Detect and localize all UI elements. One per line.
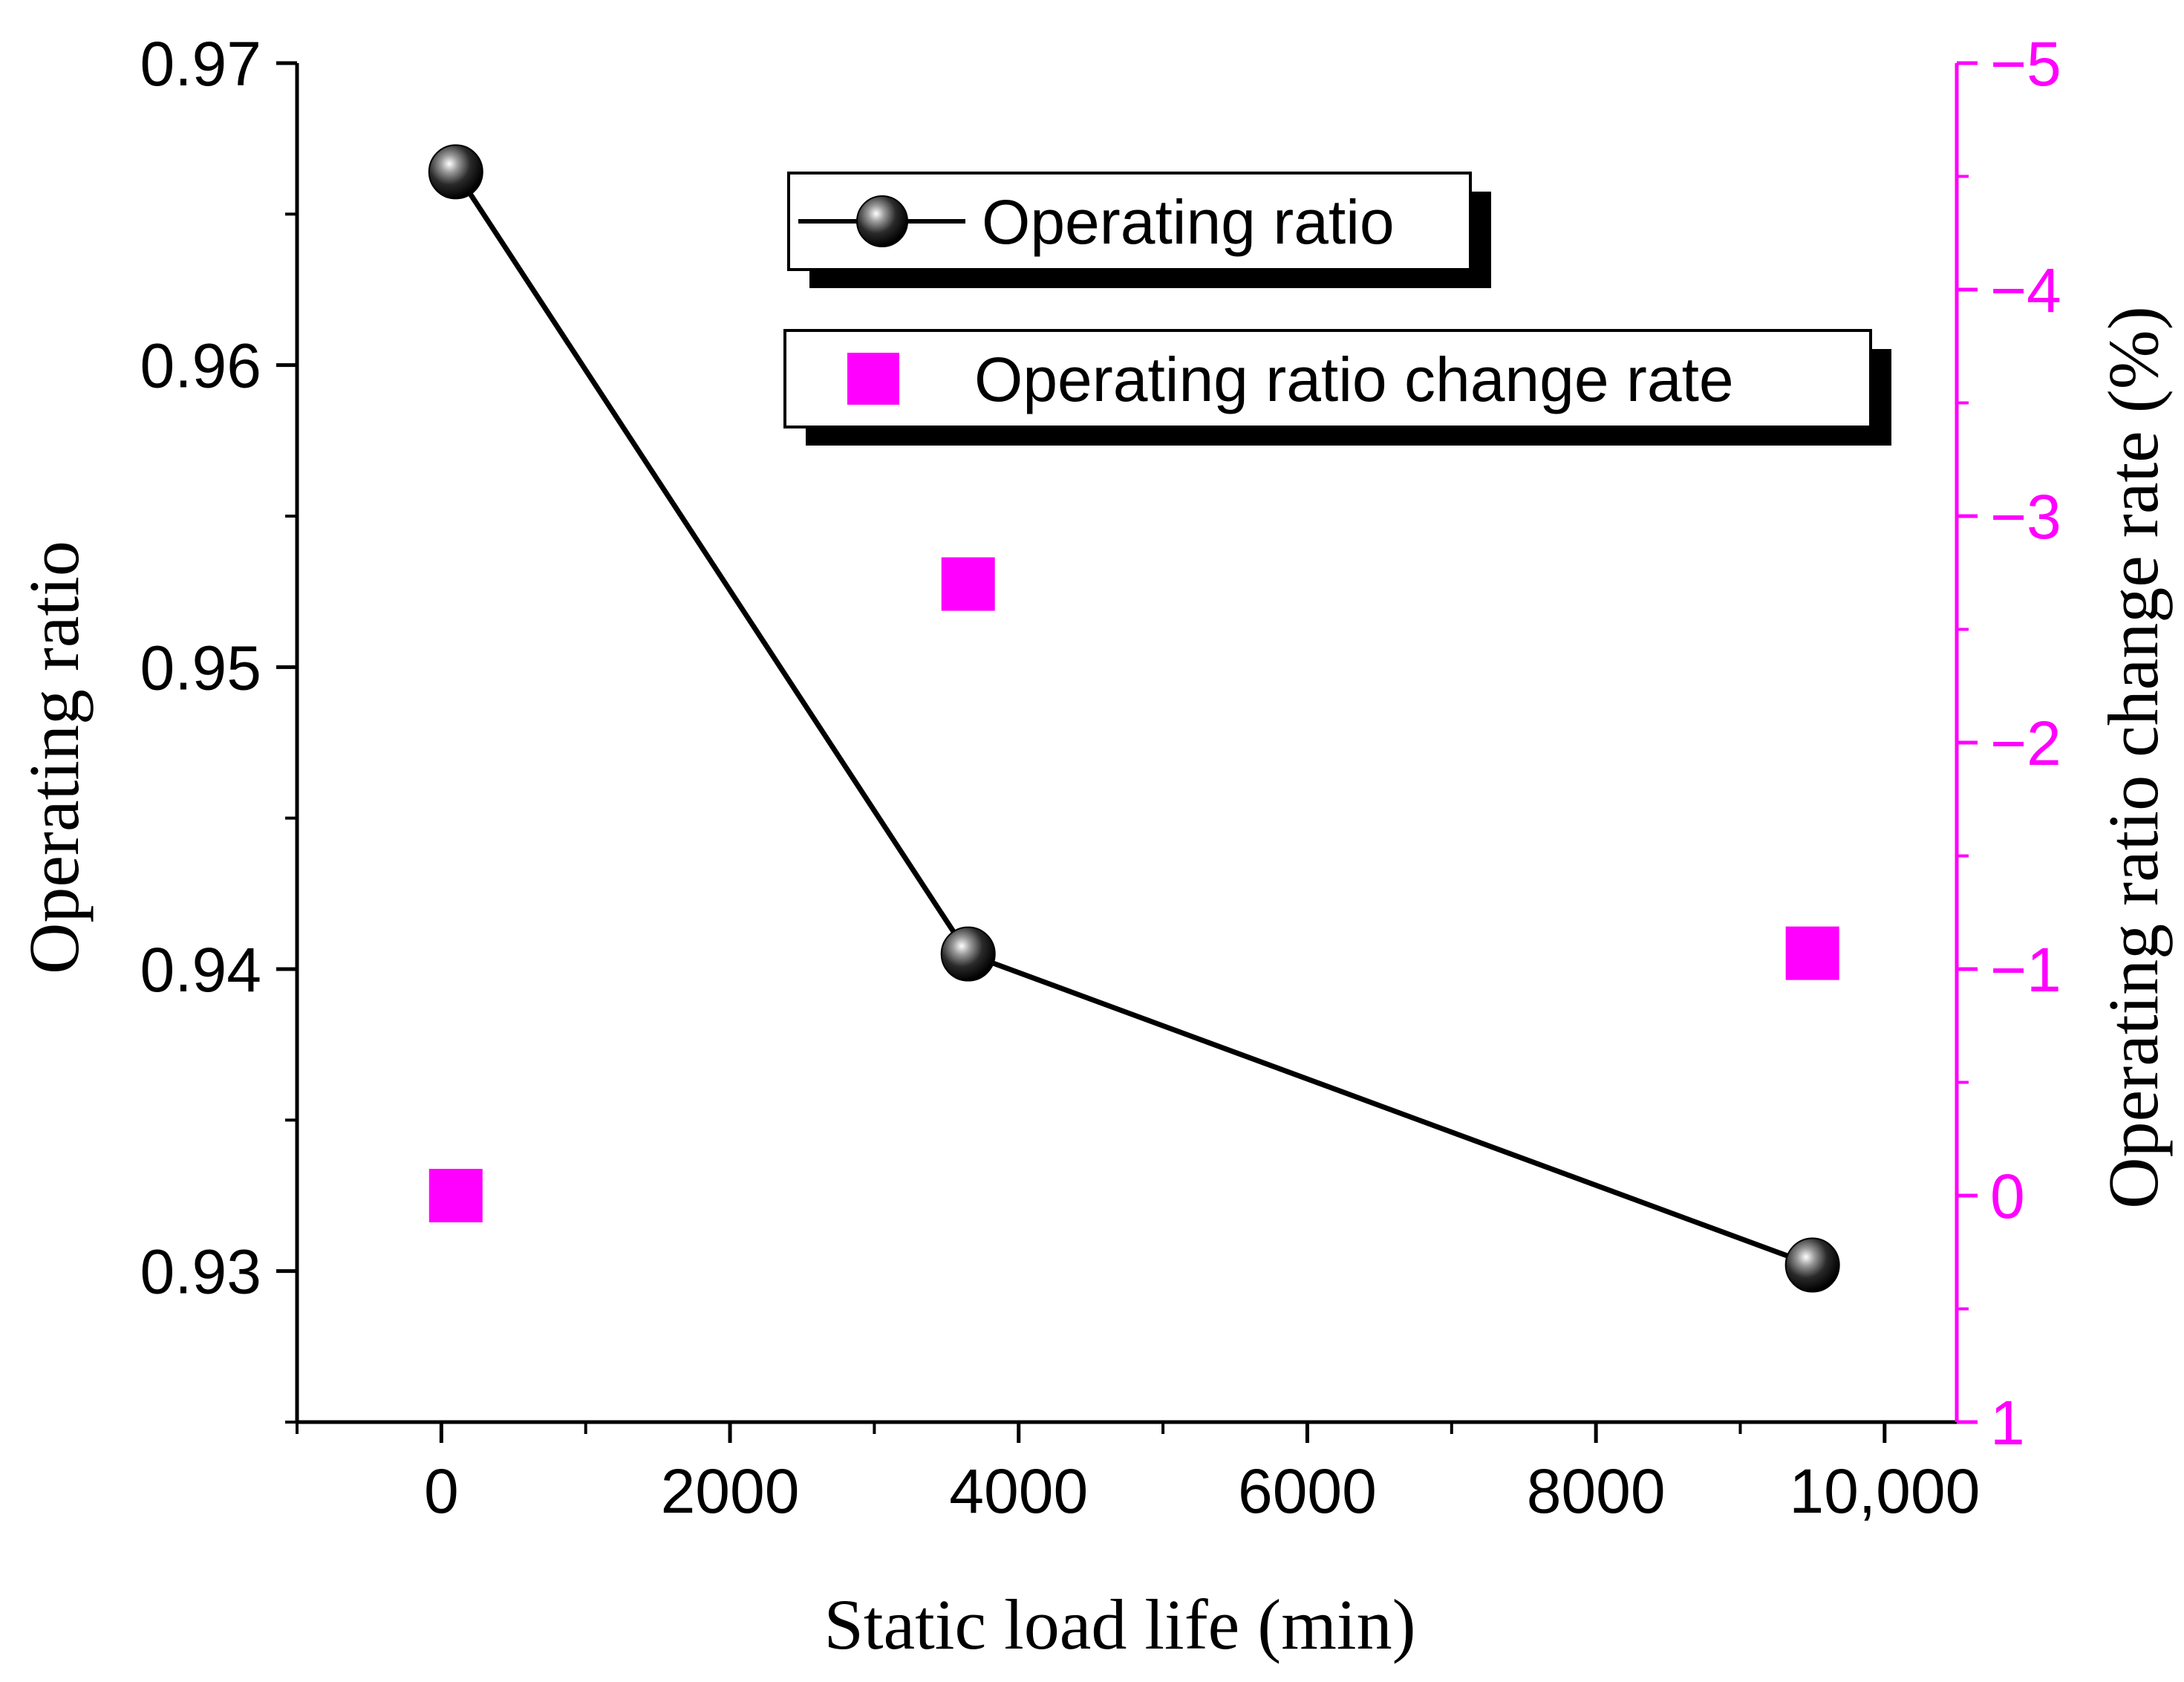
x-tick-label: 4000 [949,1456,1088,1526]
y2-tick-label: −3 [1990,482,2061,552]
x-tick-label: 8000 [1527,1456,1666,1526]
y2-tick-label: −4 [1990,255,2061,325]
y-tick-label: 0.95 [140,633,262,703]
legend-box [787,172,1472,271]
y-tick-label: 0.94 [140,935,262,1005]
legend-label-change-rate: Operating ratio change rate [974,345,1734,414]
legend-entry-change-rate: Operating ratio change rate [783,329,1891,446]
x-tick-label: 2000 [661,1456,800,1526]
legend-square-swatch [847,353,899,405]
x-axis-ticks: 0 2000 4000 6000 8000 10,000 [296,1422,1980,1526]
legend-sphere-swatch [856,195,908,247]
y2-tick-label: −1 [1990,935,2061,1005]
y-tick-label: 0.96 [140,331,262,401]
change-rate-point [1785,926,1839,980]
change-rate-point [941,557,995,611]
y2-tick-label: 0 [1990,1161,2025,1231]
legend-entry-operating-ratio: Operating ratio [787,172,1491,288]
x-tick-label: 6000 [1238,1456,1377,1526]
left-y-axis-title: Operating ratio [14,541,94,974]
left-y-axis-ticks: 0.93 0.94 0.95 0.96 0.97 [140,29,297,1424]
operating-ratio-point [1784,1237,1840,1293]
x-tick-label: 10,000 [1789,1456,1980,1526]
y2-tick-label: −5 [1990,29,2061,99]
y2-tick-label: −2 [1990,708,2061,778]
operating-ratio-point [940,926,996,982]
operating-ratio-series [428,144,1840,1293]
y2-tick-label: 1 [1990,1388,2025,1458]
change-rate-point [428,1169,483,1222]
legend-box [783,329,1872,428]
x-axis-title: Static load life (min) [824,1585,1415,1664]
right-y-axis-title: Operating ratio change rate (%) [2093,306,2173,1208]
legend: Operating ratio Operating ratio change r… [783,172,1891,446]
x-tick-label: 0 [424,1456,459,1526]
change-rate-series [428,557,1839,1222]
legend-label-operating-ratio: Operating ratio [982,187,1395,257]
operating-ratio-point [428,144,483,200]
y-tick-label: 0.93 [140,1237,262,1307]
y-tick-label: 0.97 [140,29,262,99]
right-y-axis-ticks: 1 0 −1 −2 −3 −4 −5 [1957,29,2061,1458]
